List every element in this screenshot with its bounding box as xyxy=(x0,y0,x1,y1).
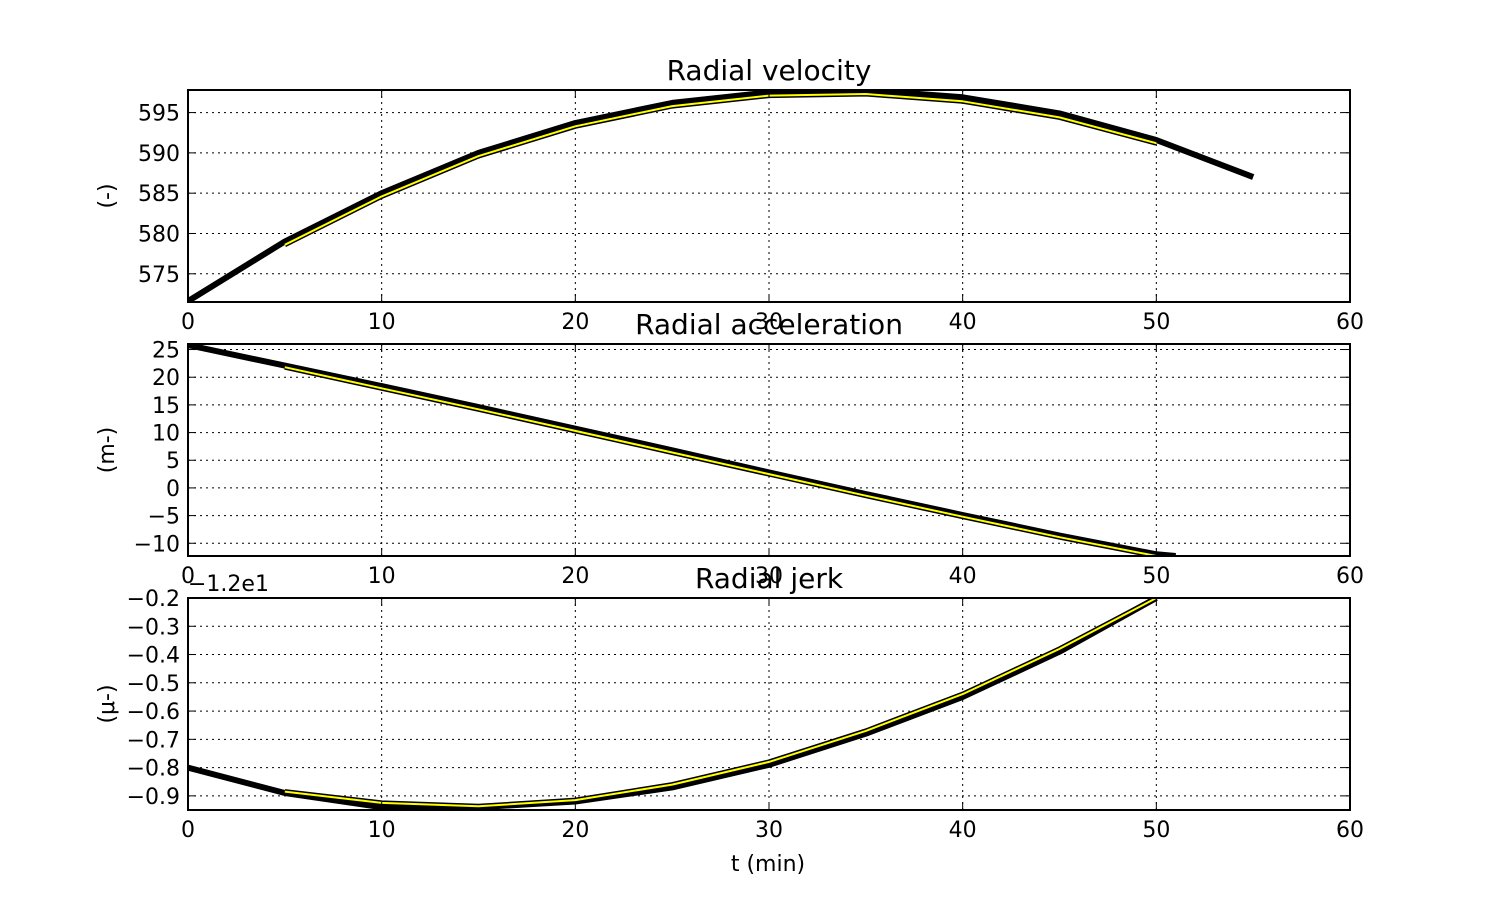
y-tick-label: −0.9 xyxy=(127,785,180,810)
x-tick-label: 60 xyxy=(1336,818,1364,843)
x-tick-label: 0 xyxy=(181,310,195,335)
y-tick-label: 25 xyxy=(152,339,180,364)
panel-title: Radial jerk xyxy=(695,562,844,595)
y-tick-label: 0 xyxy=(166,477,180,502)
series-line-thick xyxy=(188,598,1158,810)
x-tick-label: 20 xyxy=(561,818,589,843)
series-line-thick xyxy=(188,90,1255,302)
x-tick-label: 30 xyxy=(755,564,783,589)
y-tick-label: −0.2 xyxy=(127,587,180,612)
series-line-outline xyxy=(284,598,1158,809)
y-tick-label: 595 xyxy=(138,102,180,127)
panel-title: Radial acceleration xyxy=(635,308,903,341)
x-tick-label: 0 xyxy=(181,564,195,589)
y-tick-label: 585 xyxy=(138,182,180,207)
y-axis-label: (-) xyxy=(95,183,120,208)
y-tick-label: 10 xyxy=(152,422,180,447)
y-tick-label: 590 xyxy=(138,142,180,167)
y-offset-label: −1.2e1 xyxy=(188,572,269,597)
x-tick-label: 40 xyxy=(949,818,977,843)
y-tick-label: 5 xyxy=(166,449,180,474)
y-tick-label: −0.5 xyxy=(127,672,180,697)
series-group xyxy=(188,344,1176,556)
x-tick-label: 0 xyxy=(181,818,195,843)
y-tick-label: −0.6 xyxy=(127,700,180,725)
x-tick-label: 60 xyxy=(1336,564,1364,589)
y-tick-label: −0.3 xyxy=(127,615,180,640)
x-tick-label: 10 xyxy=(368,818,396,843)
y-tick-label: 580 xyxy=(138,222,180,247)
series-line-thin xyxy=(284,366,1157,556)
x-tick-label: 40 xyxy=(949,310,977,335)
x-tick-label: 20 xyxy=(561,564,589,589)
x-tick-label: 50 xyxy=(1142,310,1170,335)
series-line-thin xyxy=(284,93,1157,246)
y-tick-label: −0.8 xyxy=(127,757,180,782)
series-line-thin xyxy=(284,598,1157,808)
series-line-outline xyxy=(283,91,1157,248)
y-tick-label: −10 xyxy=(134,532,180,557)
x-tick-label: 50 xyxy=(1142,818,1170,843)
series-group xyxy=(188,90,1255,302)
y-tick-label: 15 xyxy=(152,394,180,419)
x-tick-label: 30 xyxy=(755,310,783,335)
x-tick-label: 60 xyxy=(1336,310,1364,335)
x-tick-label: 10 xyxy=(368,310,396,335)
x-tick-label: 20 xyxy=(561,310,589,335)
x-tick-label: 50 xyxy=(1142,564,1170,589)
y-tick-label: −0.4 xyxy=(127,644,180,669)
x-tick-label: 30 xyxy=(755,818,783,843)
x-tick-label: 10 xyxy=(368,564,396,589)
y-tick-label: −5 xyxy=(148,505,180,530)
panel-3: 0 10 20 30 40 50 60 −0.9 −0.8 −0.7 −0.6 −0.5 −0.4 −0.… xyxy=(95,562,1364,843)
series-group xyxy=(188,598,1158,810)
y-tick-label: −0.7 xyxy=(127,728,180,753)
y-axis-label: (m-) xyxy=(95,427,120,474)
y-tick-label: 575 xyxy=(138,263,180,288)
figure-xlabel: t (min) xyxy=(731,852,805,877)
y-tick-label: 20 xyxy=(152,366,180,391)
x-tick-label: 40 xyxy=(949,564,977,589)
panel-1: 0 10 20 30 40 50 60 575 580 585 590 595 Radial veloc… xyxy=(95,54,1364,335)
y-axis-label: (μ-) xyxy=(95,684,120,723)
panel-title: Radial velocity xyxy=(667,54,872,87)
